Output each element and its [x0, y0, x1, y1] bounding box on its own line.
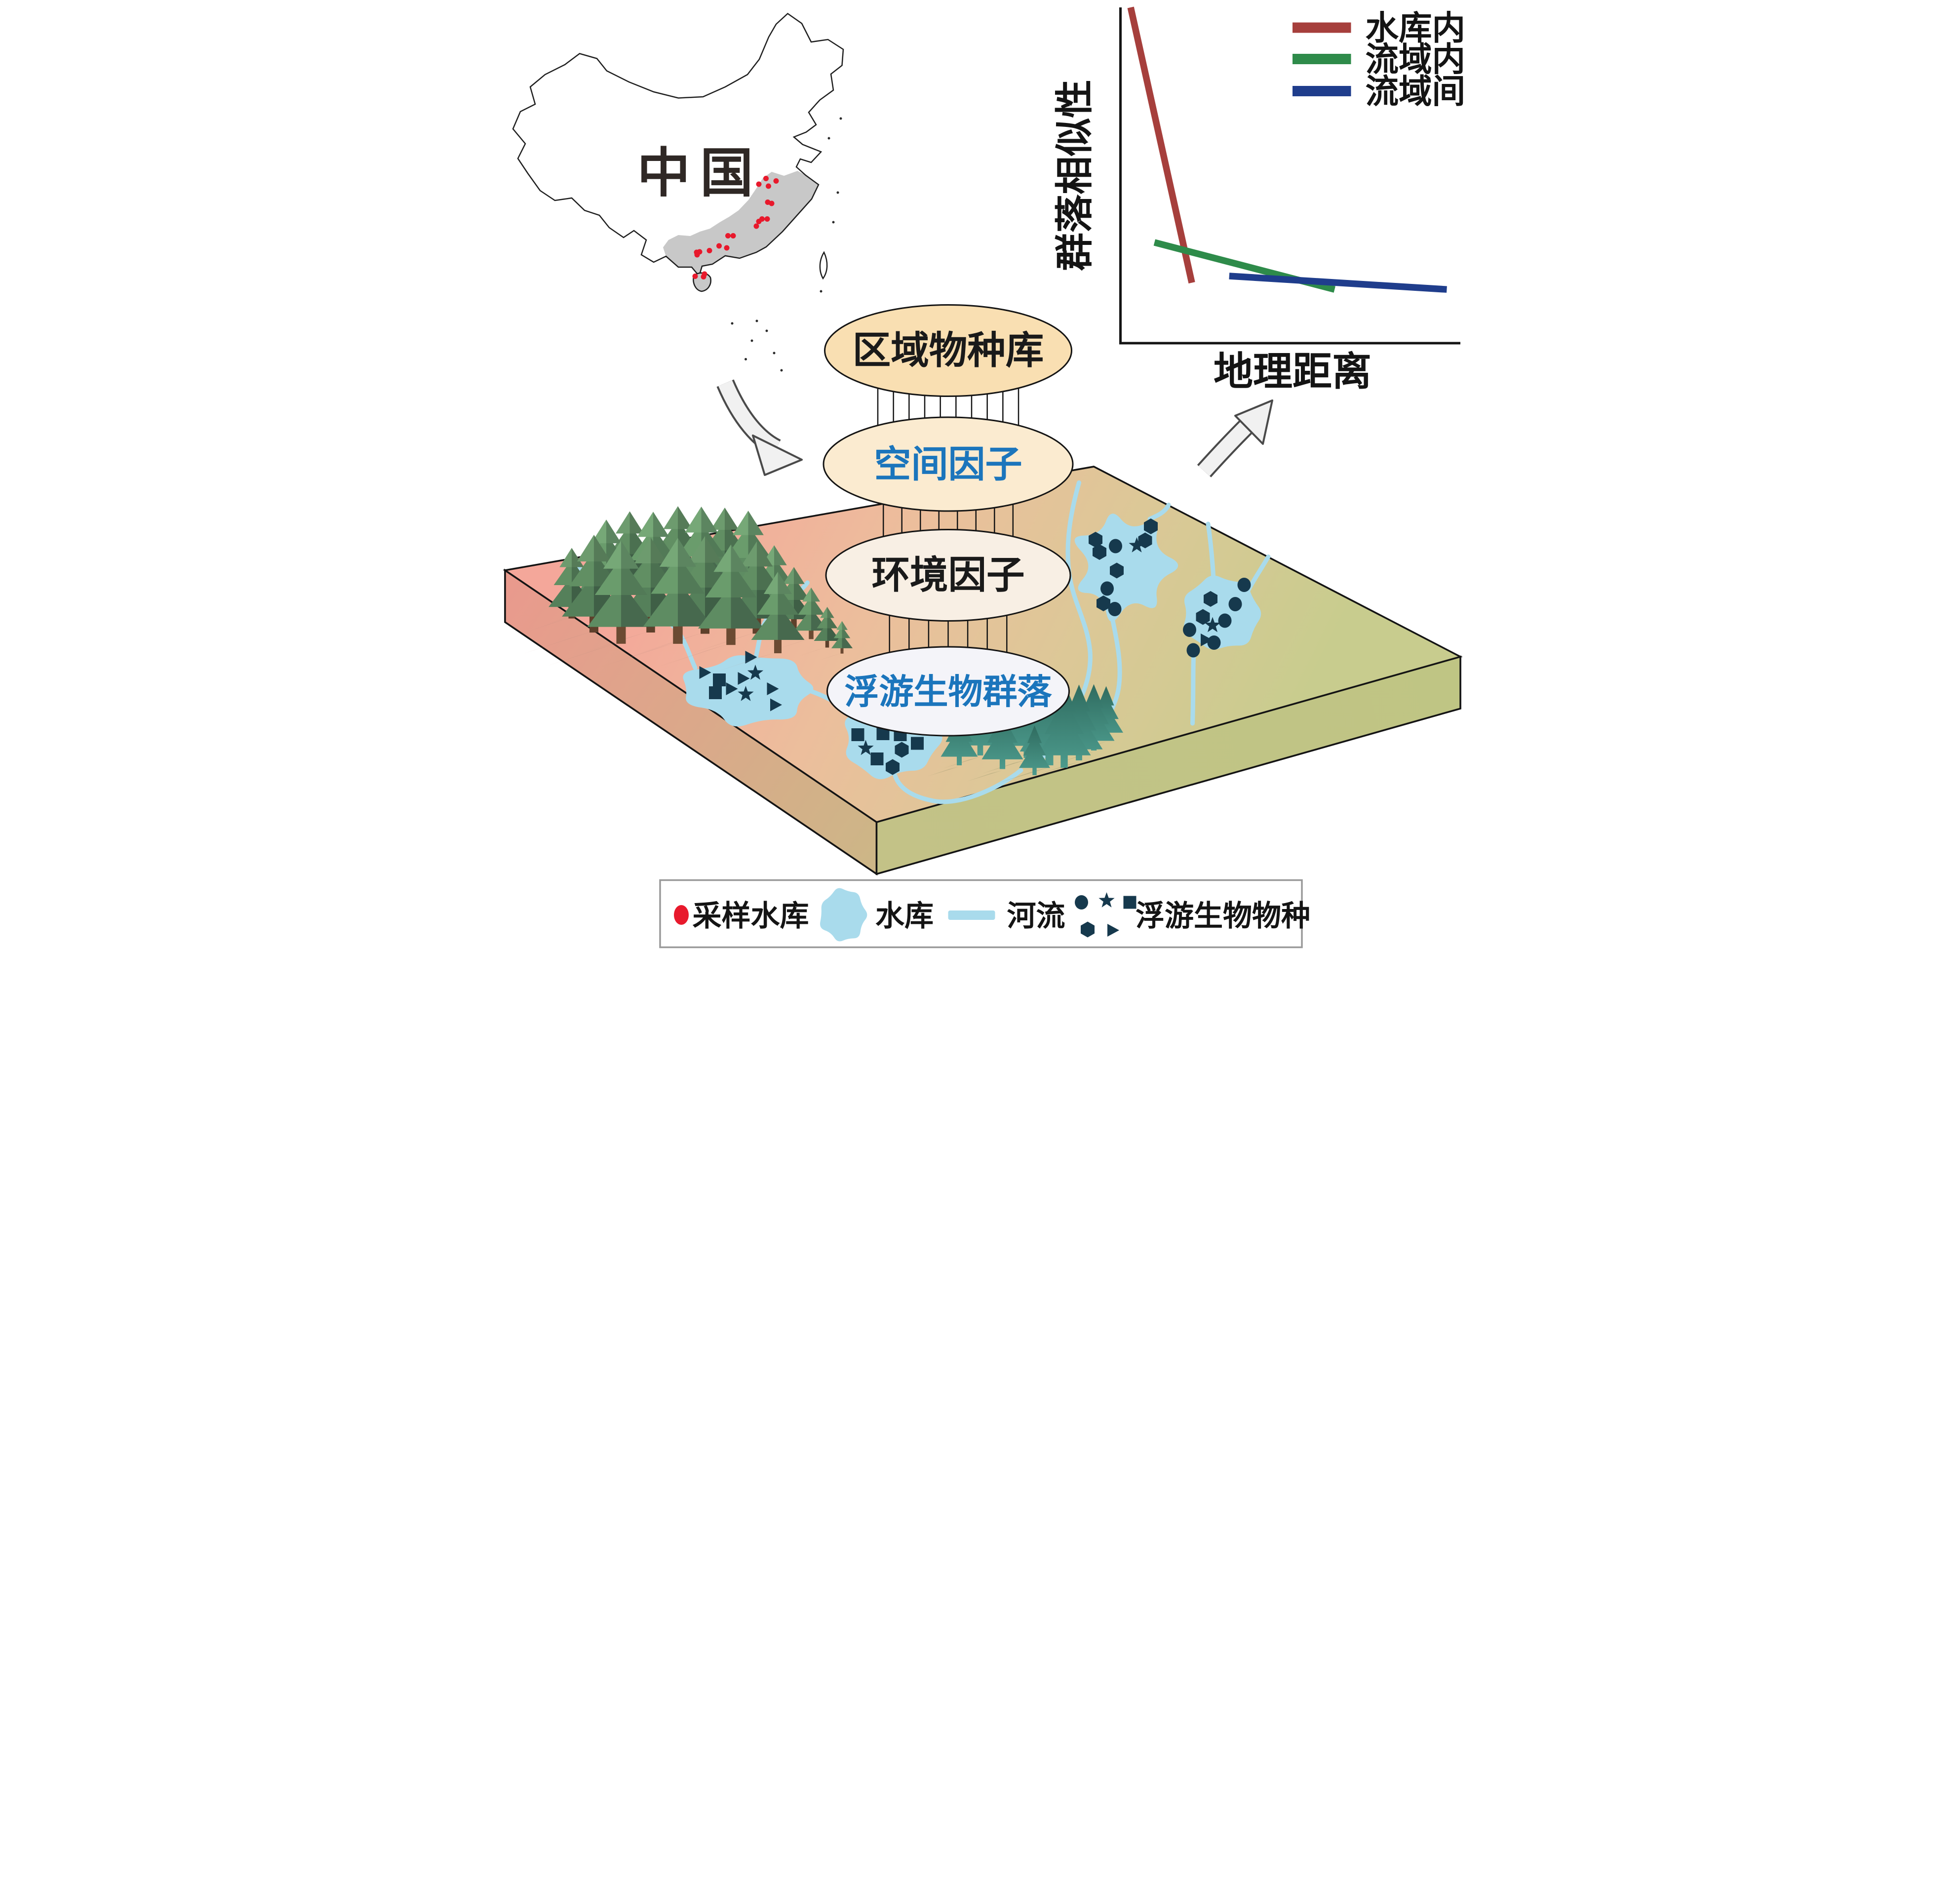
- figure-canvas: 区域物种库 空间因子 环境因子 浮游生物群落 中国 群落相似性 地理距离 水库内: [502, 6, 1465, 949]
- legend-reservoir-blob: [820, 888, 867, 942]
- chart-series-lines: [1127, 6, 1447, 293]
- chart-axes: [1119, 7, 1460, 345]
- china-map: 中国: [512, 12, 844, 372]
- map-outline-china: [512, 12, 844, 277]
- ellipse-environmental-factors: [825, 529, 1071, 622]
- map-outline-taiwan: [819, 251, 827, 280]
- river: [1206, 521, 1215, 581]
- chart-x-axis-label: 地理距离: [1214, 350, 1372, 394]
- chart-y-axis-label: 群落相似性: [1054, 79, 1096, 271]
- factor-stack: 区域物种库 空间因子 环境因子 浮游生物群落: [823, 304, 1073, 737]
- reservoir-round: [1183, 575, 1261, 650]
- stack-connector-lines: [877, 388, 1019, 653]
- ellipse-plankton-community: [826, 646, 1070, 737]
- legend-swatch-within-basin: [1292, 54, 1351, 64]
- graphical-abstract: 区域物种库 空间因子 环境因子 浮游生物群落 中国 群落相似性 地理距离 水库内: [490, 0, 1470, 950]
- legend-swatch-between-basins: [1292, 86, 1351, 96]
- river: [893, 768, 1023, 804]
- arrowhead-down-right: [751, 435, 803, 476]
- river: [1147, 503, 1171, 521]
- arrow-map-to-stack: [716, 379, 803, 476]
- figure-legend: 采样水库 水库 河流 浮游生物物种: [659, 879, 1310, 949]
- similarity-distance-chart: 群落相似性 地理距离 水库内 流域内 流域间: [1054, 6, 1465, 394]
- ellipse-regional-species-pool: [823, 304, 1072, 397]
- arrowhead-up-right: [1234, 399, 1273, 445]
- label-environmental-factors: 环境因子: [871, 554, 1024, 596]
- ellipse-spatial-factors: [823, 416, 1073, 512]
- map-sampling-dots: [692, 176, 779, 279]
- legend-label-sampling-reservoir: 采样水库: [692, 900, 809, 932]
- map-label-china: 中国: [637, 144, 763, 203]
- legend-label-river: 河流: [1007, 900, 1065, 932]
- legend-swatch-within-reservoir: [1292, 22, 1351, 33]
- legend-label-within-reservoir: 水库内: [1365, 10, 1465, 47]
- arrow-landscape-to-chart: [1197, 399, 1273, 477]
- label-plankton-community: 浮游生物群落: [844, 673, 1052, 711]
- chart-legend: 水库内 流域内 流域间: [1292, 10, 1465, 111]
- legend-sampling-reservoir-dot: [673, 905, 689, 925]
- map-small-islands: [731, 117, 842, 372]
- landscape-block: [502, 466, 1463, 876]
- reservoir-west: [682, 655, 813, 727]
- legend-label-within-basin: 流域内: [1365, 41, 1465, 79]
- legend-river-swatch: [948, 910, 995, 920]
- map-region-southeast-china: [663, 171, 819, 276]
- label-spatial-factors: 空间因子: [874, 443, 1022, 485]
- legend-label-between-basins: 流域间: [1365, 74, 1465, 111]
- label-regional-species-pool: 区域物种库: [852, 329, 1044, 372]
- legend-label-reservoir: 水库: [875, 900, 933, 932]
- legend-label-plankton-species: 浮游生物物种: [1135, 900, 1310, 932]
